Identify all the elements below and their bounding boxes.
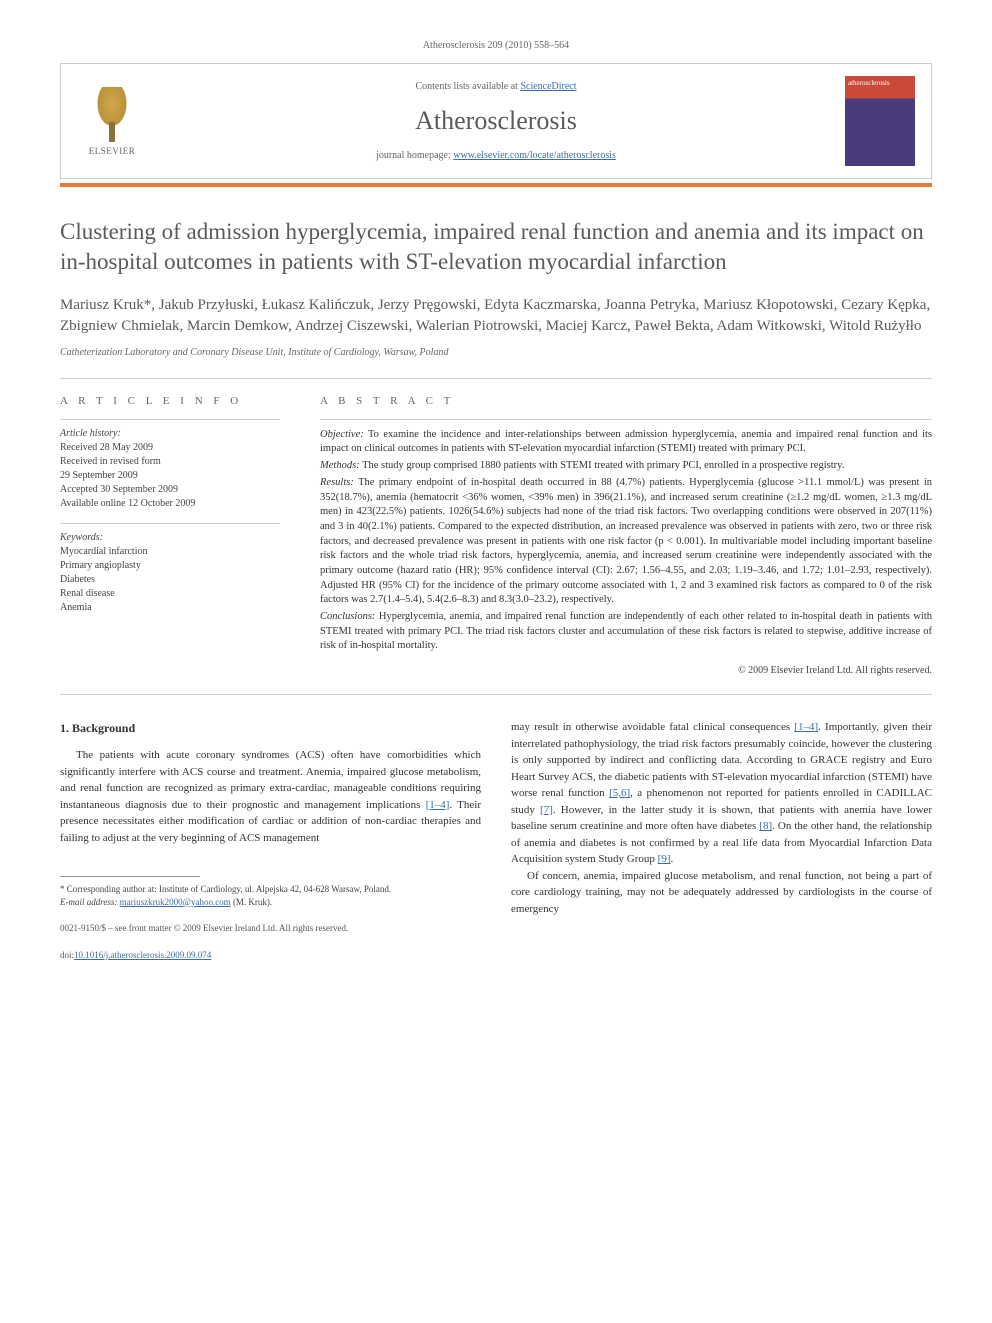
doi-label: doi:	[60, 950, 74, 960]
col2-p2-text: Of concern, anemia, impaired glucose met…	[511, 870, 932, 915]
cover-label: atherosclerosis	[848, 79, 890, 87]
online-date: Available online 12 October 2009	[60, 497, 280, 511]
revised-date: 29 September 2009	[60, 469, 280, 483]
body-column-left: 1. Background The patients with acute co…	[60, 719, 481, 961]
copyright-line: © 2009 Elsevier Ireland Ltd. All rights …	[320, 664, 932, 678]
corresponding-footnote: * Corresponding author at: Institute of …	[60, 883, 481, 896]
journal-title: Atherosclerosis	[147, 106, 845, 136]
journal-cover-thumbnail: atherosclerosis	[845, 76, 915, 166]
history-label: Article history:	[60, 428, 280, 439]
keyword-5: Anemia	[60, 601, 280, 615]
article-title: Clustering of admission hyperglycemia, i…	[60, 217, 932, 277]
ref-link-9[interactable]: [9]	[658, 853, 671, 865]
objective-text: To examine the incidence and inter-relat…	[320, 429, 932, 455]
email-link[interactable]: mariuszkruk2000@yahoo.com	[120, 897, 231, 907]
received-date: Received 28 May 2009	[60, 441, 280, 455]
col1-p1-text: The patients with acute coronary syndrom…	[60, 749, 481, 811]
corresponding-text: Institute of Cardiology, ul. Alpejska 42…	[159, 884, 391, 894]
objective-label: Objective:	[320, 429, 364, 440]
info-divider-1	[60, 419, 280, 420]
journal-header-box: ELSEVIER Contents lists available at Sci…	[60, 63, 932, 179]
divider-bottom	[60, 694, 932, 695]
keywords-label: Keywords:	[60, 532, 280, 543]
col2-p1-cont5: .	[671, 853, 674, 865]
results-label: Results:	[320, 477, 354, 488]
homepage-link[interactable]: www.elsevier.com/locate/atherosclerosis	[453, 150, 616, 161]
abstract-text: Objective: To examine the incidence and …	[320, 428, 932, 678]
revised-label: Received in revised form	[60, 455, 280, 469]
affiliation: Catheterization Laboratory and Coronary …	[60, 347, 932, 358]
sciencedirect-link[interactable]: ScienceDirect	[520, 81, 576, 92]
divider-top	[60, 378, 932, 379]
keyword-4: Renal disease	[60, 587, 280, 601]
elsevier-label: ELSEVIER	[89, 146, 136, 156]
body-paragraph-3: Of concern, anemia, impaired glucose met…	[511, 868, 932, 918]
email-suffix: (M. Kruk).	[231, 897, 273, 907]
abstract-heading: A B S T R A C T	[320, 395, 932, 407]
article-info-heading: A R T I C L E I N F O	[60, 395, 280, 407]
info-abstract-row: A R T I C L E I N F O Article history: R…	[60, 395, 932, 678]
article-info-column: A R T I C L E I N F O Article history: R…	[60, 395, 280, 678]
footnote-divider	[60, 876, 200, 877]
doi-link[interactable]: 10.1016/j.atherosclerosis.2009.09.074	[74, 950, 211, 960]
keyword-3: Diabetes	[60, 573, 280, 587]
corresponding-label: * Corresponding author at:	[60, 884, 159, 894]
orange-divider-bar	[60, 183, 932, 187]
author-list: Mariusz Kruk*, Jakub Przyłuski, Łukasz K…	[60, 295, 932, 337]
body-paragraph-2: may result in otherwise avoidable fatal …	[511, 719, 932, 868]
ref-link-1-4b[interactable]: [1–4]	[794, 721, 818, 733]
accepted-date: Accepted 30 September 2009	[60, 483, 280, 497]
keywords-block: Keywords: Myocardial infarction Primary …	[60, 532, 280, 615]
article-history-block: Article history: Received 28 May 2009 Re…	[60, 428, 280, 511]
conclusions-text: Hyperglycemia, anemia, and impaired rena…	[320, 611, 932, 651]
email-label: E-mail address:	[60, 897, 120, 907]
conclusions-label: Conclusions:	[320, 611, 375, 622]
ref-link-1-4a[interactable]: [1–4]	[426, 799, 450, 811]
keyword-2: Primary angioplasty	[60, 559, 280, 573]
footer-doi: doi:10.1016/j.atherosclerosis.2009.09.07…	[60, 949, 481, 962]
email-footnote: E-mail address: mariuszkruk2000@yahoo.co…	[60, 896, 481, 909]
body-column-right: may result in otherwise avoidable fatal …	[511, 719, 932, 961]
homepage-prefix: journal homepage:	[376, 150, 453, 161]
elsevier-logo: ELSEVIER	[77, 81, 147, 161]
journal-center: Contents lists available at ScienceDirec…	[147, 81, 845, 161]
body-columns: 1. Background The patients with acute co…	[60, 719, 932, 961]
methods-text: The study group comprised 1880 patients …	[360, 460, 845, 471]
body-paragraph-1: The patients with acute coronary syndrom…	[60, 747, 481, 846]
abstract-divider	[320, 419, 932, 420]
keyword-1: Myocardial infarction	[60, 545, 280, 559]
ref-link-5-6[interactable]: [5,6]	[609, 787, 630, 799]
ref-link-8[interactable]: [8]	[759, 820, 772, 832]
info-divider-2	[60, 523, 280, 524]
citation-header: Atherosclerosis 209 (2010) 558–564	[60, 40, 932, 51]
page-container: Atherosclerosis 209 (2010) 558–564 ELSEV…	[0, 0, 992, 1001]
footer-issn: 0021-9150/$ – see front matter © 2009 El…	[60, 922, 481, 935]
contents-prefix: Contents lists available at	[415, 81, 520, 92]
section-1-heading: 1. Background	[60, 719, 481, 737]
results-text: The primary endpoint of in-hospital deat…	[320, 477, 932, 606]
methods-label: Methods:	[320, 460, 360, 471]
homepage-line: journal homepage: www.elsevier.com/locat…	[147, 150, 845, 161]
ref-link-7[interactable]: [7]	[540, 804, 553, 816]
elsevier-tree-icon	[87, 87, 137, 142]
contents-line: Contents lists available at ScienceDirec…	[147, 81, 845, 92]
col2-p1-text: may result in otherwise avoidable fatal …	[511, 721, 794, 733]
abstract-column: A B S T R A C T Objective: To examine th…	[320, 395, 932, 678]
